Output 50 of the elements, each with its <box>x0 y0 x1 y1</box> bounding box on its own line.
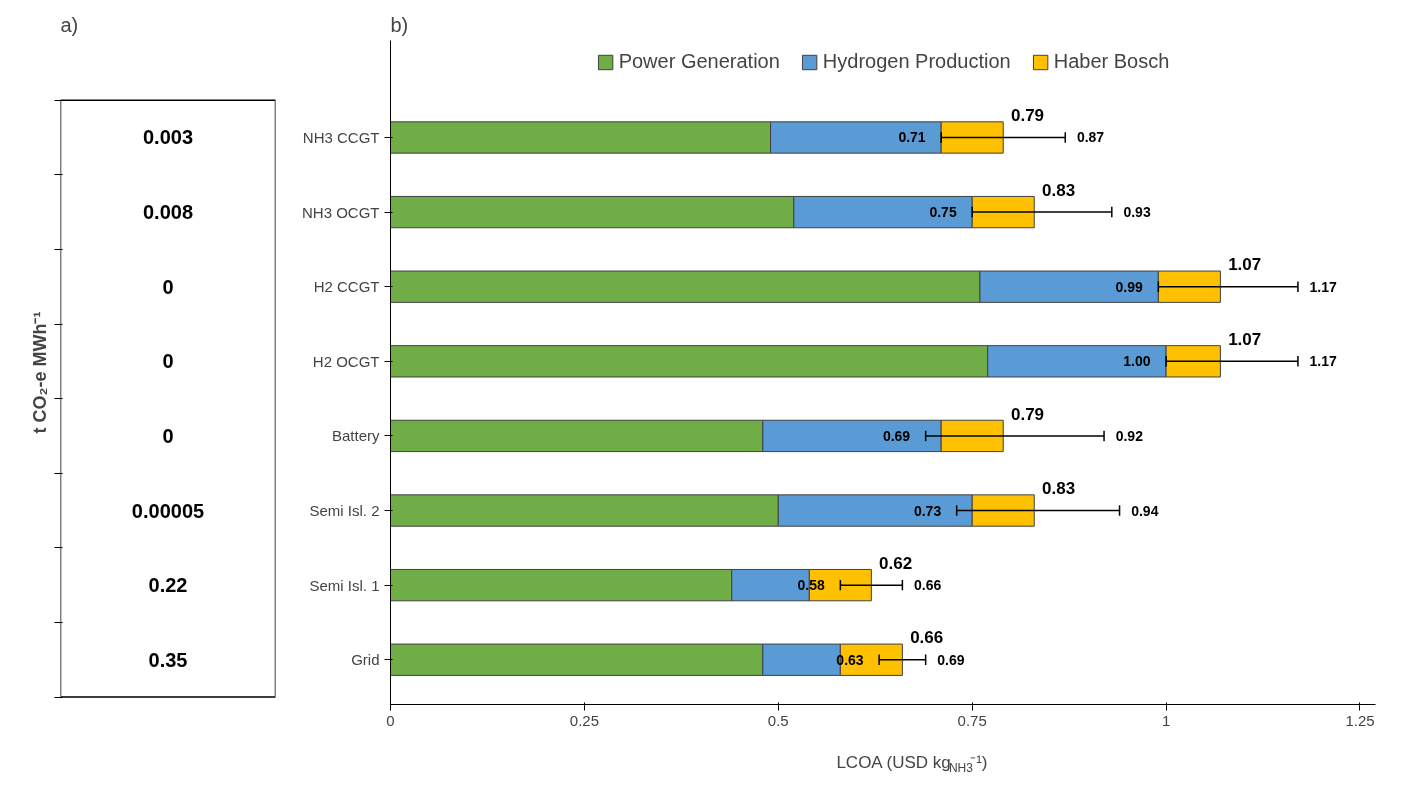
total-label: 0.83 <box>1042 479 1076 499</box>
x-tick-label: 0 <box>386 711 395 729</box>
total-label: 0.83 <box>1042 180 1076 200</box>
annotation: 0.92 <box>1115 427 1144 444</box>
annotation: 1.00 <box>1123 353 1151 370</box>
text: t CO₂-e MWh⁻¹ <box>29 311 50 434</box>
y-tick-label: Semi Isl. 1 <box>309 576 380 594</box>
text: a) <box>60 13 79 36</box>
text: 0.00005 <box>131 499 205 522</box>
text: 0 <box>162 350 174 373</box>
text: 0.008 <box>142 201 194 224</box>
text: 0.003 <box>142 126 194 149</box>
annotation: 0.69 <box>882 427 911 444</box>
legend-label: Hydrogen Production <box>822 50 1011 73</box>
annotation: 0.99 <box>1115 278 1144 295</box>
y-tick-label: Battery <box>331 427 380 445</box>
annotation: 0.71 <box>898 129 926 146</box>
legend-label: Haber Bosch <box>1053 50 1170 73</box>
total-label: 1.07 <box>1228 255 1262 275</box>
x-tick-label: 0.75 <box>957 711 987 729</box>
y-tick-label: Semi Isl. 2 <box>309 502 380 520</box>
legend-label: Power Generation <box>618 50 780 73</box>
y-tick-label: NH3 OCGT <box>302 203 380 221</box>
text: 0.22 <box>148 574 188 597</box>
annotation: 1.17 <box>1309 278 1338 295</box>
chart-title: b) <box>390 13 409 36</box>
y-tick-label: H2 OCGT <box>312 352 380 370</box>
total-label: 0.79 <box>1010 106 1045 126</box>
annotation: 0.87 <box>1076 129 1105 146</box>
annotation: 0.93 <box>1123 204 1151 221</box>
total-label: 1.07 <box>1228 329 1262 349</box>
annotation: 0.69 <box>937 651 965 668</box>
total-label: 0.79 <box>1010 404 1045 424</box>
x-tick-label: 1 <box>1161 711 1171 729</box>
y-tick-label: Grid <box>351 651 380 669</box>
x-tick-label: 1.25 <box>1345 711 1375 729</box>
annotation: 0.73 <box>913 502 942 519</box>
y-tick-label: H2 CCGT <box>313 278 380 296</box>
total-label: 0.66 <box>910 628 944 648</box>
annotation: 0.94 <box>1131 502 1159 519</box>
text: 0.35 <box>148 648 188 671</box>
text: 0 <box>162 424 174 447</box>
annotation: 1.17 <box>1309 353 1338 370</box>
text: 0 <box>162 275 174 298</box>
annotation: 0.75 <box>929 204 957 221</box>
annotation: 0.66 <box>914 577 942 594</box>
y-tick-label: NH3 CCGT <box>302 128 380 146</box>
total-label: 0.62 <box>879 553 913 573</box>
x-tick-label: 0.25 <box>569 711 599 729</box>
x-tick-label: 0.5 <box>767 711 789 729</box>
